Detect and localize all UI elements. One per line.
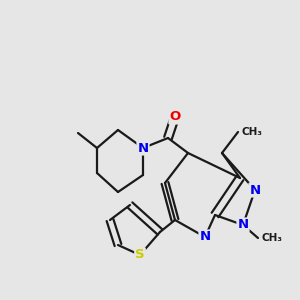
Text: N: N: [137, 142, 148, 154]
Text: N: N: [249, 184, 261, 196]
Text: CH₃: CH₃: [261, 233, 282, 243]
Text: N: N: [237, 218, 249, 232]
Text: S: S: [135, 248, 145, 262]
Text: O: O: [169, 110, 181, 124]
Text: CH₃: CH₃: [241, 127, 262, 137]
Text: N: N: [200, 230, 211, 244]
